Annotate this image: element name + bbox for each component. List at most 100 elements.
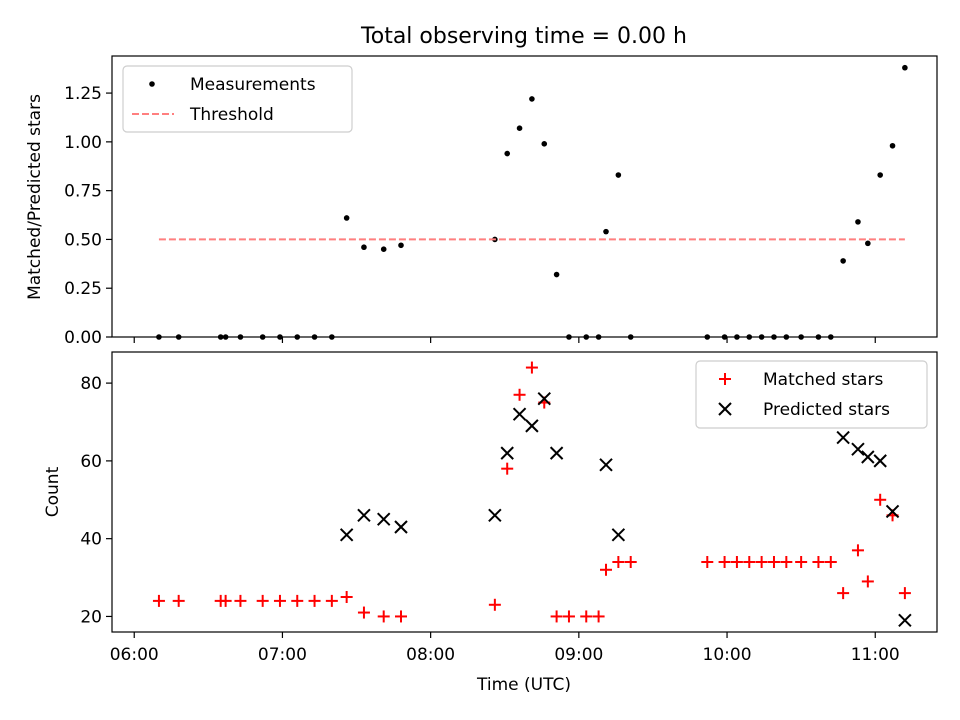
matched-stars-point: [767, 556, 780, 568]
predicted-stars-point: [339, 528, 354, 542]
matched-stars-point: [874, 493, 887, 506]
y-tick-label: 20: [80, 607, 102, 627]
legend-matched-label: Matched stars: [763, 370, 883, 390]
predicted-stars-point: [394, 520, 408, 534]
x-tick-label: 06:00: [110, 645, 159, 665]
y-tick-label: 60: [80, 452, 102, 472]
measurement-point: [504, 150, 511, 157]
bottom-y-axis-label: Count: [43, 466, 63, 517]
matched-stars-point: [612, 556, 625, 568]
y-tick-label: 1.00: [64, 133, 102, 153]
chart-title: Total observing time = 0.00 h: [360, 24, 687, 49]
predicted-stars-point: [525, 419, 539, 433]
matched-stars-point: [755, 556, 768, 568]
measurement-point: [603, 228, 609, 235]
measurement-point: [615, 172, 622, 178]
matched-stars-point: [501, 462, 514, 475]
top-panel: Total observing time = 0.00 h Matched/Pr…: [25, 24, 938, 348]
legend-measurements-marker: [149, 81, 155, 87]
matched-stars-point: [718, 556, 731, 568]
bottom-y-ticks: 20 40 60 80: [80, 374, 112, 627]
predicted-stars-point: [885, 504, 900, 519]
top-y-axis-label: Matched/Predicted stars: [25, 94, 45, 300]
x-tick-label: 07:00: [258, 645, 307, 665]
bottom-axes-frame: [111, 351, 938, 633]
matched-stars-point: [219, 594, 232, 607]
legend-matched-marker: [719, 373, 731, 385]
bottom-legend-box: [695, 360, 928, 429]
matched-stars-point: [861, 575, 874, 588]
matched-stars-point: [743, 556, 756, 568]
measurement-point: [553, 271, 560, 278]
matched-stars-point: [525, 361, 538, 374]
matched-stars-point: [291, 594, 304, 607]
top-y-ticks: 0.00 0.25 0.50 0.75 1.00 1.25: [64, 84, 112, 348]
bottom-legend: Matched stars Predicted stars: [695, 360, 928, 429]
bottom-plot-area: [152, 361, 912, 628]
measurement-point: [541, 141, 548, 147]
x-axis-label: Time (UTC): [476, 675, 571, 695]
measurement-point: [529, 96, 535, 102]
legend-threshold-label: Threshold: [189, 105, 274, 125]
predicted-stars-point: [861, 450, 875, 464]
x-tick-label: 10:00: [703, 645, 752, 665]
matched-stars-point: [550, 610, 563, 623]
measurement-point: [343, 215, 350, 221]
predicted-stars-point: [549, 446, 564, 460]
measurement-point: [902, 64, 908, 71]
y-tick-label: 40: [80, 530, 102, 550]
matched-stars-point: [152, 594, 165, 607]
matched-stars-point: [701, 556, 714, 568]
measurement-point: [380, 246, 387, 252]
predicted-stars-point: [357, 508, 371, 523]
legend-predicted-label: Predicted stars: [763, 400, 890, 420]
y-tick-label: 0.00: [64, 328, 102, 348]
matched-stars-point: [488, 598, 501, 611]
legend-predicted-marker: [718, 402, 732, 416]
y-tick-label: 0.25: [64, 279, 102, 299]
y-tick-label: 80: [80, 374, 102, 394]
y-tick-label: 1.25: [64, 84, 102, 104]
matched-stars-point: [256, 594, 269, 607]
matched-stars-point: [308, 594, 321, 607]
matched-stars-point: [234, 594, 247, 607]
matched-stars-point: [898, 587, 911, 600]
matched-stars-point: [377, 610, 390, 623]
bottom-x-ticks: 06:00 07:00 08:00 09:00 10:00 11:00: [110, 632, 900, 665]
x-tick-label: 08:00: [406, 645, 455, 665]
matched-stars-point: [580, 610, 593, 623]
matched-stars-point: [824, 556, 837, 568]
measurement-point: [877, 172, 883, 178]
matched-stars-point: [851, 544, 864, 557]
x-tick-label: 09:00: [554, 645, 603, 665]
matched-stars-point: [340, 591, 353, 603]
measurement-point: [516, 125, 523, 132]
top-plot-area: [156, 64, 908, 340]
matched-stars-point: [562, 610, 575, 623]
top-legend: Measurements Threshold: [122, 65, 353, 133]
measurement-point: [865, 240, 871, 247]
top-legend-box: [122, 65, 353, 133]
matched-stars-point: [780, 556, 793, 568]
matched-stars-point: [592, 610, 605, 623]
measurement-point: [889, 142, 896, 149]
matched-stars-point: [273, 594, 286, 607]
measurement-point: [361, 244, 367, 251]
bottom-panel: Count Time (UTC) 20 40 60 80 06:00 07:00 08:0…: [43, 351, 938, 695]
predicted-stars-point: [512, 407, 527, 421]
matched-stars-point: [837, 587, 850, 600]
matched-stars-point: [600, 563, 613, 576]
predicted-stars-point: [611, 528, 626, 542]
measurement-point: [855, 219, 861, 225]
predicted-stars-point: [599, 458, 613, 472]
top-axes-frame: [111, 55, 938, 338]
legend-measurements-label: Measurements: [190, 75, 316, 95]
predicted-stars-point: [836, 430, 850, 445]
matched-stars-point: [394, 610, 407, 623]
matched-stars-point: [357, 606, 370, 619]
y-tick-label: 0.75: [64, 182, 102, 202]
predicted-stars-point: [873, 454, 887, 468]
y-tick-label: 0.50: [64, 230, 102, 250]
measurement-point: [398, 242, 404, 249]
